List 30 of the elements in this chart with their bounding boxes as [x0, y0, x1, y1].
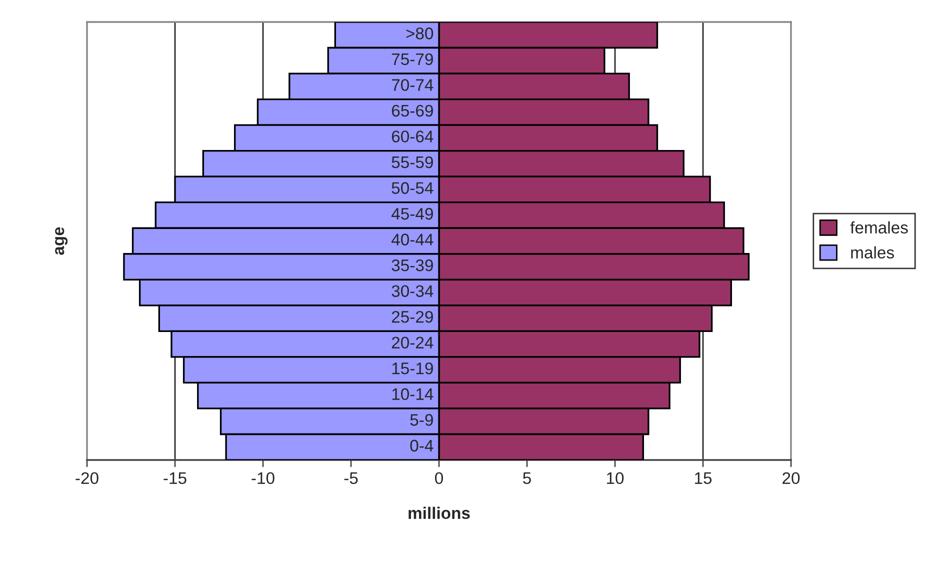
x-tick-label: 15 [695, 472, 712, 484]
x-tick-label: 0 [435, 472, 443, 484]
y-tick-label: >80 [406, 28, 434, 40]
x-tick-label: 5 [523, 472, 531, 484]
x-tick-label: 10 [607, 472, 624, 484]
y-tick-label: 70-74 [392, 79, 434, 91]
y-axis-title: age [55, 227, 68, 255]
y-tick-label: 55-59 [392, 156, 433, 168]
x-tick-label: 20 [782, 472, 800, 484]
x-tick-label: -15 [164, 472, 186, 484]
y-tick-label: 35-39 [392, 259, 433, 272]
x-tick-label: -10 [252, 472, 274, 484]
legend-label: males [851, 246, 894, 258]
y-tick-label: 0-4 [410, 440, 434, 452]
y-tick-label: 10-14 [392, 388, 434, 400]
x-tick-label: -20 [76, 472, 98, 484]
y-tick-label: 75-79 [392, 53, 433, 66]
y-tick-label: 15-19 [392, 362, 433, 374]
legend-label: females [850, 221, 908, 234]
y-tick-label: 60-64 [392, 130, 434, 142]
x-tick-label: -5 [344, 472, 358, 484]
y-tick-label: 45-49 [391, 208, 433, 220]
y-tick-label: 5-9 [410, 414, 433, 426]
y-tick-label: 40-44 [391, 234, 434, 246]
x-axis-title: millions [408, 506, 470, 520]
y-tick-label: 20-24 [392, 336, 434, 349]
y-tick-label: 50-54 [392, 182, 434, 194]
y-tick-label: 25-29 [392, 310, 433, 323]
y-tick-label: 65-69 [392, 104, 433, 117]
y-tick-label: 30-34 [392, 285, 434, 298]
